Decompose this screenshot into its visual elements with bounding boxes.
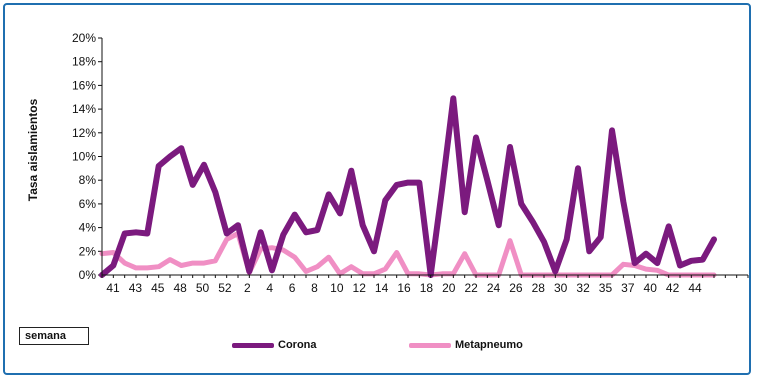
x-tick-label: 8 (311, 281, 318, 295)
axes: 41 43 45 48 50 52 2 4 6 8 10 12 14 16 18 20 22 24 26 28 30 32… (101, 38, 749, 295)
x-tick-label: 35 (599, 281, 613, 295)
legend-label-metapneumo: Metapneumo (455, 339, 523, 351)
series-line-corona (99, 95, 717, 278)
legend-swatch-metapneumo (409, 342, 451, 348)
x-tick-label: 41 (106, 281, 120, 295)
x-axis-title-box: semana (19, 327, 89, 345)
y-tick-label: 2% (79, 244, 97, 258)
x-tick-label: 24 (487, 281, 501, 295)
x-tick-label: 32 (576, 281, 590, 295)
x-tick-label: 42 (666, 281, 680, 295)
series-line-metapneumo (99, 231, 717, 278)
x-tick-label: 20 (442, 281, 456, 295)
x-tick-label: 12 (353, 281, 367, 295)
x-tick-label: 18 (420, 281, 434, 295)
legend-swatch-corona (232, 342, 274, 348)
y-tick-label: 0% (79, 268, 97, 282)
y-tick-label: 14% (72, 102, 96, 116)
x-tick-label: 30 (554, 281, 568, 295)
y-tick-label: 6% (79, 197, 97, 211)
x-tick-label: 26 (509, 281, 523, 295)
x-tick-label: 28 (532, 281, 546, 295)
y-tick-label: 16% (72, 78, 96, 92)
series-lines (99, 95, 717, 278)
y-axis-ticks: 0% 2% 4% 6% 8% 10% 12% 14% 16% 18% 20% (72, 31, 102, 282)
x-tick-label: 14 (375, 281, 389, 295)
y-tick-label: 8% (79, 173, 97, 187)
x-tick-label: 45 (151, 281, 165, 295)
y-tick-label: 20% (72, 31, 96, 45)
x-tick-label: 10 (330, 281, 344, 295)
x-tick-label: 44 (688, 281, 702, 295)
x-tick-label: 4 (266, 281, 273, 295)
x-tick-label: 40 (644, 281, 658, 295)
x-tick-label: 16 (397, 281, 411, 295)
chart-svg: 0%2%4%6%8%10%12%14%16%18%20% 41 43 45 48 50 5… (26, 31, 749, 295)
y-axis-title: Tasa aislamientos (26, 98, 40, 201)
x-tick-label: 48 (173, 281, 187, 295)
y-tick-label: 18% (72, 55, 96, 69)
y-tick-label: 12% (72, 126, 96, 140)
legend-item-metapneumo: Metapneumo (409, 335, 523, 355)
x-tick-label: 22 (464, 281, 478, 295)
x-tick-label: 43 (129, 281, 143, 295)
x-tick-label: 37 (621, 281, 635, 295)
legend-item-corona: Corona (232, 335, 317, 355)
x-tick-label: 6 (289, 281, 296, 295)
y-tick-label: 4% (79, 221, 97, 235)
x-tick-label: 2 (244, 281, 251, 295)
y-tick-label: 10% (72, 150, 96, 164)
x-tick-label: 50 (196, 281, 210, 295)
chart-frame: 0% 2% 4% 6% 8% 10% 12% 14% 16% 18% 20% 41 43 45 48 50 5… (3, 3, 751, 375)
x-tick-label: 52 (218, 281, 232, 295)
legend-label-corona: Corona (278, 339, 317, 351)
